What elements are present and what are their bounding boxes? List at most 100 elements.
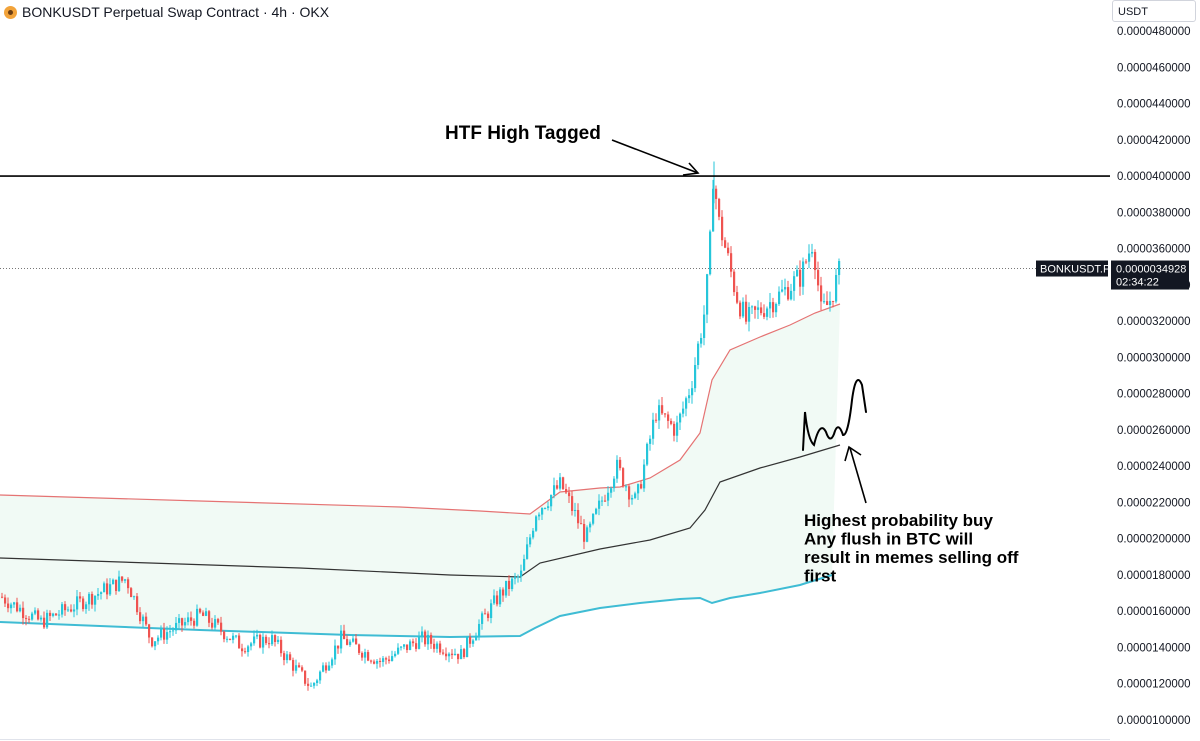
candle-body [499, 589, 502, 605]
y-tick-label: 0.0000180000 [1117, 570, 1191, 582]
candle-body [61, 604, 64, 615]
candle-body [100, 592, 103, 594]
candle [775, 302, 778, 318]
candle-body [16, 602, 19, 612]
candle-body [709, 231, 712, 275]
candle [577, 503, 580, 529]
candle [748, 302, 751, 332]
candle-body [763, 313, 766, 317]
candle-body [649, 438, 652, 444]
candle-body [106, 583, 109, 595]
candle-body [448, 653, 451, 657]
candle-body [337, 645, 340, 649]
candle-body [589, 523, 592, 528]
candle [445, 647, 448, 661]
candle-body [688, 395, 691, 399]
candle [403, 644, 406, 650]
candle [406, 644, 409, 653]
candle [316, 678, 319, 687]
candle-body [67, 609, 70, 611]
candle-body [46, 612, 49, 628]
candle-body [574, 509, 577, 512]
candle [631, 494, 634, 505]
candle [718, 197, 721, 221]
candle-body [64, 604, 67, 611]
candle-body [73, 609, 76, 612]
candle-body [439, 643, 442, 653]
candle-body [427, 634, 430, 645]
candle-body [184, 622, 187, 626]
candle-body [619, 459, 622, 469]
y-tick-label: 0.0000380000 [1117, 207, 1191, 219]
candle-body [496, 595, 499, 605]
candle-body [493, 595, 496, 604]
candle-body [136, 596, 139, 613]
candle-body [157, 637, 160, 642]
candle-body [538, 514, 541, 517]
candle-body [628, 486, 631, 500]
candle-body [664, 413, 667, 415]
annotation-buy-line: Highest probability buy [804, 511, 993, 530]
candle-body [76, 596, 79, 610]
candle-body [553, 485, 556, 495]
candle [310, 682, 313, 687]
candle-body [826, 301, 829, 306]
candle [382, 655, 385, 667]
candle [355, 634, 358, 645]
band-fill [0, 304, 840, 637]
candle-body [283, 653, 286, 661]
candle-body [811, 251, 814, 254]
lower-band-line [0, 574, 833, 639]
candle-body [307, 683, 310, 686]
currency-selector[interactable]: USDT [1112, 0, 1196, 22]
candle-body [421, 631, 424, 637]
y-tick-label: 0.0000320000 [1117, 316, 1191, 328]
candle-body [82, 598, 85, 610]
candle [298, 662, 301, 668]
candle [154, 641, 157, 651]
candle [7, 597, 10, 613]
candle-body [280, 639, 283, 654]
candle [796, 265, 799, 277]
candle [148, 623, 151, 644]
candle-body [85, 604, 88, 610]
candle [160, 625, 163, 641]
candle-body [199, 608, 202, 613]
candle-body [163, 628, 166, 640]
candle [571, 490, 574, 516]
candle [478, 619, 481, 641]
candle-body [781, 289, 784, 292]
candle-body [394, 653, 397, 657]
y-tick-label: 0.0000280000 [1117, 389, 1191, 401]
candle-body [295, 665, 298, 671]
candle [340, 625, 343, 654]
candle [490, 599, 493, 624]
candle-body [490, 603, 493, 619]
candle [286, 651, 289, 664]
y-tick-label: 0.0000360000 [1117, 244, 1191, 256]
candle-body [340, 630, 343, 649]
candle-body [610, 488, 613, 493]
candle [196, 604, 199, 627]
candle-body [208, 611, 211, 623]
candle [175, 616, 178, 634]
candle-body [646, 443, 649, 465]
candle-body [406, 644, 409, 651]
candle-body [298, 665, 301, 668]
candle-body [319, 671, 322, 681]
candle [373, 659, 376, 665]
candle [832, 300, 835, 308]
candle [511, 577, 514, 592]
candle-body [49, 612, 52, 616]
candle-body [262, 636, 265, 648]
candle [214, 615, 217, 631]
candle [28, 615, 31, 624]
bonk-logo-icon [4, 5, 17, 19]
candle-body [517, 576, 520, 578]
candle [352, 634, 355, 643]
candle-body [625, 486, 628, 488]
candle [88, 592, 91, 611]
y-tick-label: 0.0000260000 [1117, 425, 1191, 437]
candle [130, 586, 133, 598]
